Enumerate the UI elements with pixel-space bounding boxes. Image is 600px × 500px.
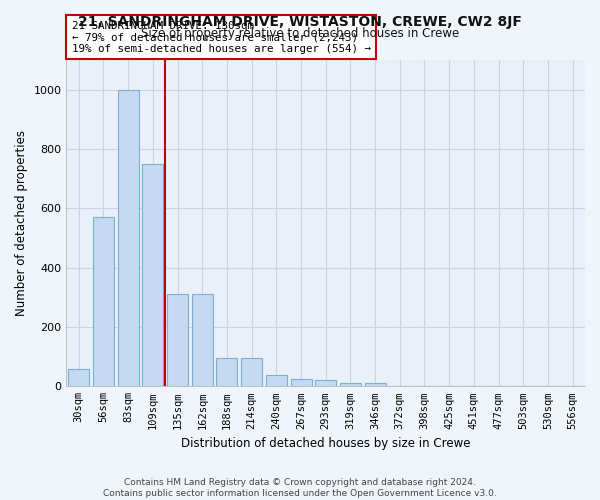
Bar — [241, 358, 262, 386]
Text: Size of property relative to detached houses in Crewe: Size of property relative to detached ho… — [141, 28, 459, 40]
Text: 21 SANDRINGHAM DRIVE: 130sqm
← 79% of detached houses are smaller (2,243)
19% of: 21 SANDRINGHAM DRIVE: 130sqm ← 79% of de… — [71, 21, 371, 54]
Bar — [315, 380, 336, 386]
Bar — [167, 294, 188, 386]
Bar — [365, 384, 386, 386]
Bar — [118, 90, 139, 387]
Bar — [340, 384, 361, 386]
Y-axis label: Number of detached properties: Number of detached properties — [15, 130, 28, 316]
Bar — [290, 379, 311, 386]
Text: Contains HM Land Registry data © Crown copyright and database right 2024.
Contai: Contains HM Land Registry data © Crown c… — [103, 478, 497, 498]
Bar — [266, 375, 287, 386]
Bar — [68, 368, 89, 386]
Bar — [192, 294, 213, 386]
Bar — [142, 164, 163, 386]
Bar — [217, 358, 238, 386]
X-axis label: Distribution of detached houses by size in Crewe: Distribution of detached houses by size … — [181, 437, 470, 450]
Text: 21, SANDRINGHAM DRIVE, WISTASTON, CREWE, CW2 8JF: 21, SANDRINGHAM DRIVE, WISTASTON, CREWE,… — [78, 15, 522, 29]
Bar — [93, 217, 114, 386]
